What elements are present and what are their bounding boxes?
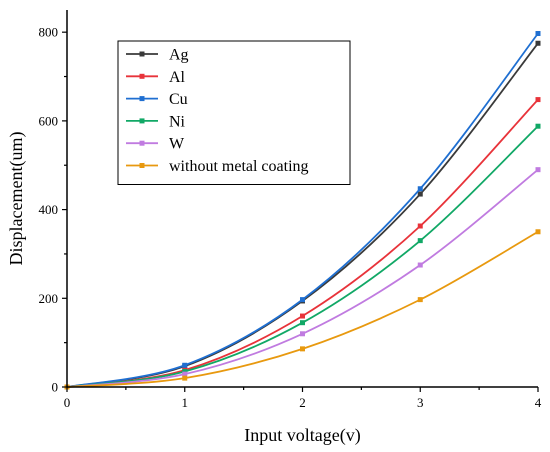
legend-label: Cu <box>169 91 188 108</box>
legend-label: Al <box>169 69 186 86</box>
data-point <box>535 229 541 235</box>
series-line <box>66 230 539 388</box>
legend-item: Ag <box>126 47 189 64</box>
series-4 <box>64 167 541 390</box>
data-point <box>182 375 188 381</box>
data-point <box>300 346 305 352</box>
data-point <box>300 297 305 303</box>
series-line <box>66 32 539 388</box>
x-tick-label: 0 <box>64 395 71 410</box>
data-point <box>182 368 188 374</box>
legend-label: Ag <box>169 47 189 64</box>
series-line <box>66 168 539 388</box>
legend-item: without metal coating <box>126 158 309 175</box>
legend-item: Ni <box>126 113 186 130</box>
data-point <box>417 223 423 229</box>
x-tick-label: 1 <box>182 395 189 410</box>
data-point <box>535 31 541 37</box>
legend-swatch-marker <box>139 118 145 124</box>
y-tick-label: 400 <box>39 202 59 217</box>
data-point <box>417 262 423 268</box>
legend-item: Al <box>126 69 186 86</box>
data-point <box>535 167 541 173</box>
legend-swatch-marker <box>139 96 145 102</box>
data-point <box>535 123 541 129</box>
data-point <box>182 371 188 377</box>
y-axis-title: Displacement(um) <box>6 132 27 266</box>
series-5 <box>64 229 541 390</box>
axes: 0 1 2 3 4 0 200 400 600 800 <box>39 10 542 410</box>
data-point <box>417 186 423 192</box>
data-point <box>300 331 305 337</box>
data-point <box>300 320 305 326</box>
data-point <box>300 313 305 319</box>
data-point <box>182 362 188 368</box>
legend-item: Cu <box>126 91 188 108</box>
data-point <box>417 297 423 303</box>
x-tick-label: 2 <box>299 395 306 410</box>
x-axis-title: Input voltage(v) <box>244 425 360 446</box>
legend-swatch-marker <box>139 51 145 57</box>
data-point <box>535 97 541 103</box>
legend-label: W <box>169 136 185 153</box>
legend-swatch-marker <box>139 140 145 146</box>
data-point <box>417 238 423 244</box>
legend-label: without metal coating <box>169 158 309 175</box>
legend-swatch-marker <box>139 163 145 168</box>
legend-item: W <box>126 136 185 153</box>
y-tick-label: 600 <box>39 113 59 128</box>
y-tick-label: 200 <box>39 291 59 306</box>
data-point <box>417 191 423 197</box>
legend-box <box>117 40 351 185</box>
legend-swatch-marker <box>139 73 145 79</box>
data-point <box>535 40 541 46</box>
x-tick-label: 3 <box>417 395 424 410</box>
x-tick-label: 4 <box>535 395 542 410</box>
legend-label: Ni <box>169 113 186 130</box>
plot-area <box>64 31 541 390</box>
y-tick-label: 800 <box>39 25 59 40</box>
y-tick-label: 0 <box>52 380 59 395</box>
